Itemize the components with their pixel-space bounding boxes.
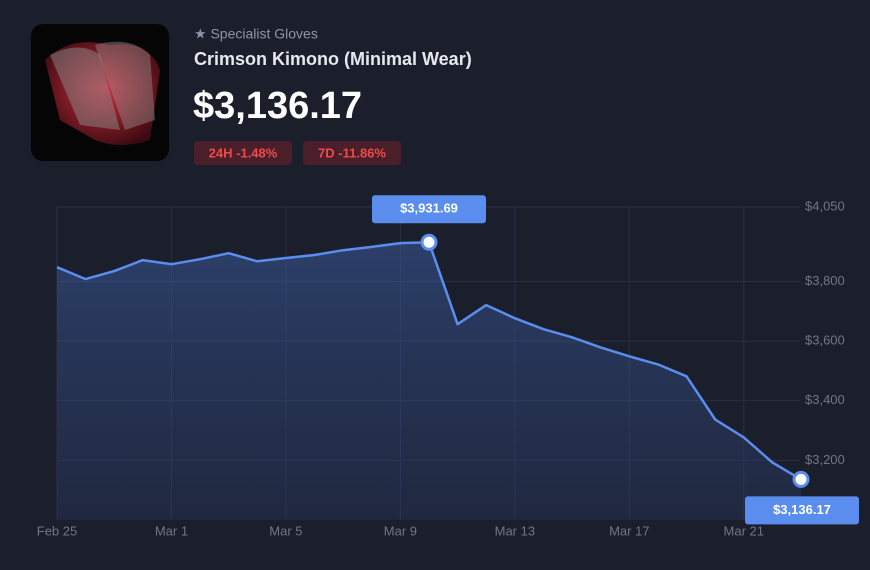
x-tick-label: Mar 21 <box>724 523 764 538</box>
price-callout <box>372 195 486 224</box>
y-tick-label: $3,600 <box>805 333 845 348</box>
item-image <box>31 24 169 161</box>
item-price: $3,136.17 <box>193 85 362 127</box>
item-name: Crimson Kimono (Minimal Wear) <box>194 49 472 69</box>
y-tick-label: $3,200 <box>805 452 845 467</box>
badge-text: 24H -1.48% <box>209 145 278 160</box>
x-tick-label: Mar 17 <box>609 523 649 538</box>
badge <box>303 141 401 165</box>
point-marker <box>420 233 438 251</box>
x-tick-label: Mar 1 <box>155 523 188 538</box>
y-tick-label: $4,050 <box>805 198 845 213</box>
point-marker <box>792 470 810 488</box>
badge <box>194 141 292 165</box>
price-callout-text: $3,931.69 <box>400 201 458 216</box>
y-tick-label: $3,400 <box>805 392 845 407</box>
y-tick-label: $3,800 <box>805 273 845 288</box>
x-tick-label: Mar 9 <box>384 523 417 538</box>
x-tick-label: Feb 25 <box>37 523 77 538</box>
price-callout-text: $3,136.17 <box>773 502 831 517</box>
area <box>57 242 801 521</box>
x-tick-label: Mar 5 <box>269 523 302 538</box>
badge-text: 7D -11.86% <box>318 145 386 160</box>
price-callout <box>745 496 859 525</box>
x-tick-label: Mar 13 <box>495 523 535 538</box>
item-category: ★ Specialist Gloves <box>194 26 318 42</box>
